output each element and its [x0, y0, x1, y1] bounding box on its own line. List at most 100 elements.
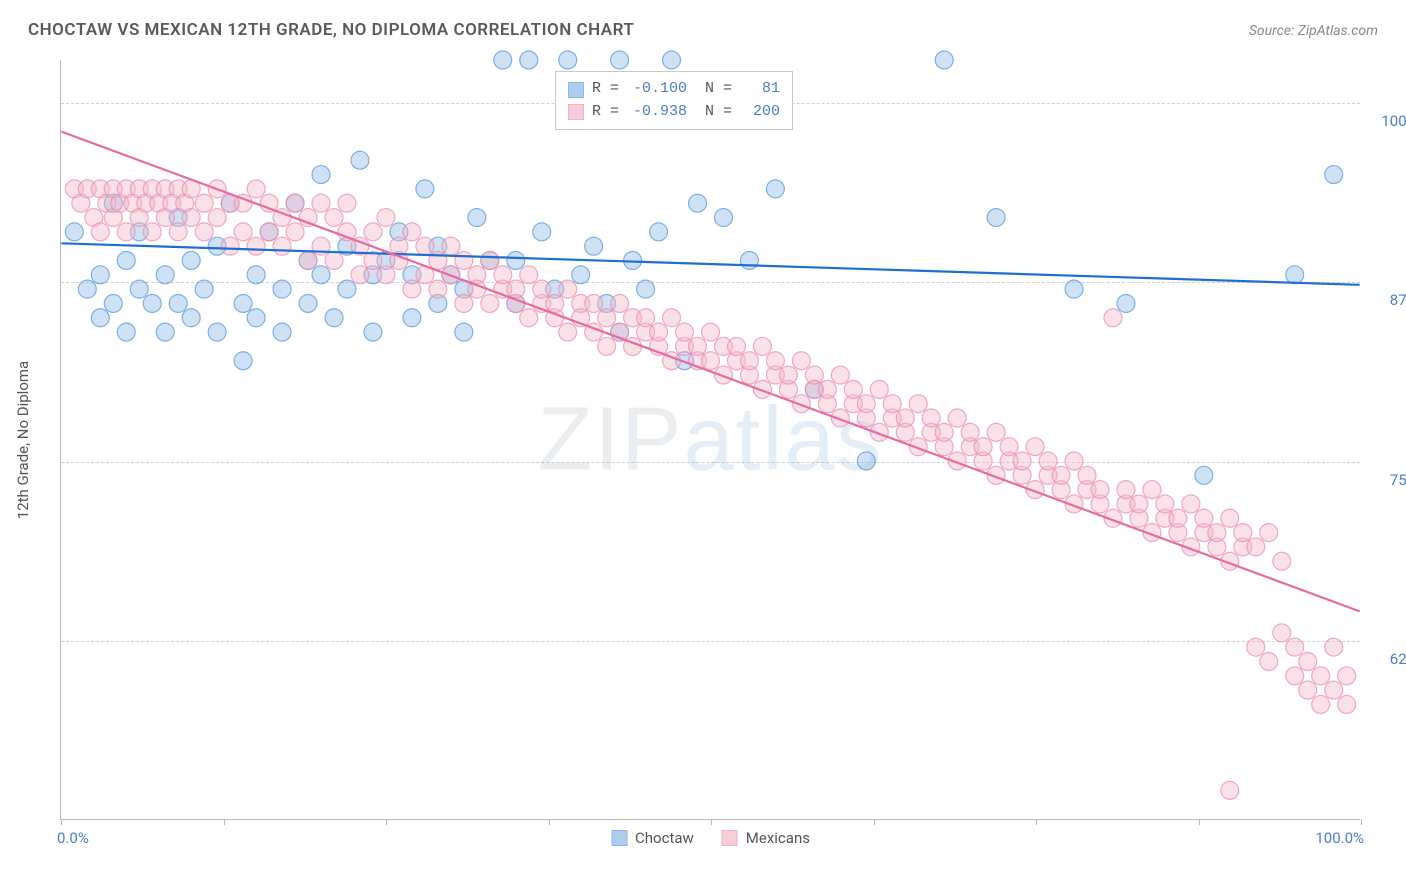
data-point — [325, 309, 343, 327]
data-point — [325, 209, 343, 227]
legend-label-mexicans: Mexicans — [746, 829, 810, 847]
data-point — [468, 209, 486, 227]
data-point — [247, 309, 265, 327]
data-point — [1065, 452, 1083, 470]
data-point — [585, 237, 603, 255]
legend-label-choctaw: Choctaw — [635, 829, 694, 847]
series-legend: Choctaw Mexicans — [611, 829, 810, 847]
data-point — [766, 180, 784, 198]
data-point — [1143, 481, 1161, 499]
data-point — [922, 409, 940, 427]
data-point — [169, 294, 187, 312]
data-point — [182, 309, 200, 327]
data-point — [481, 294, 499, 312]
data-point — [1169, 509, 1187, 527]
source-attribution: Source: ZipAtlas.com — [1249, 23, 1378, 39]
legend-swatch-mexicans — [722, 830, 738, 846]
data-point — [559, 51, 577, 69]
data-point — [1078, 466, 1096, 484]
data-point — [455, 294, 473, 312]
x-tick — [1361, 819, 1362, 825]
data-point — [1195, 509, 1213, 527]
data-point — [1312, 695, 1330, 713]
data-point — [1065, 280, 1083, 298]
correlation-legend-box: R =-0.100N =81R =-0.938N =200 — [555, 71, 793, 130]
data-point — [766, 352, 784, 370]
x-tick — [224, 819, 225, 825]
data-point — [481, 252, 499, 270]
data-point — [1260, 524, 1278, 542]
data-point — [182, 209, 200, 227]
data-point — [520, 309, 538, 327]
data-point — [1182, 495, 1200, 513]
x-tick — [874, 819, 875, 825]
data-point — [403, 223, 421, 241]
data-point — [416, 180, 434, 198]
data-point — [65, 223, 83, 241]
legend-n-value: 200 — [740, 101, 780, 124]
data-point — [546, 294, 564, 312]
data-point — [637, 280, 655, 298]
data-point — [1221, 509, 1239, 527]
data-point — [857, 395, 875, 413]
data-point — [663, 309, 681, 327]
data-point — [273, 280, 291, 298]
data-point — [299, 294, 317, 312]
data-point — [286, 223, 304, 241]
data-point — [1260, 652, 1278, 670]
data-point — [1026, 438, 1044, 456]
data-point — [935, 423, 953, 441]
data-point — [1208, 524, 1226, 542]
data-point — [260, 223, 278, 241]
data-point — [221, 237, 239, 255]
data-point — [273, 237, 291, 255]
data-point — [91, 266, 109, 284]
data-point — [572, 266, 590, 284]
data-point — [117, 223, 135, 241]
data-point — [312, 166, 330, 184]
data-point — [351, 266, 369, 284]
data-point — [520, 266, 538, 284]
data-point — [637, 309, 655, 327]
legend-correlation-row: R =-0.100N =81 — [568, 78, 780, 101]
legend-n-label: N = — [705, 101, 732, 124]
data-point — [1247, 638, 1265, 656]
data-point — [948, 409, 966, 427]
data-point — [1338, 667, 1356, 685]
data-point — [1117, 481, 1135, 499]
y-tick-label: 75.0% — [1370, 471, 1406, 489]
data-point — [857, 452, 875, 470]
data-point — [987, 423, 1005, 441]
data-point — [494, 51, 512, 69]
data-point — [273, 323, 291, 341]
data-point — [1273, 552, 1291, 570]
data-point — [1117, 294, 1135, 312]
data-point — [104, 294, 122, 312]
data-point — [156, 266, 174, 284]
regression-line — [61, 132, 1359, 612]
data-point — [1299, 652, 1317, 670]
data-point — [117, 252, 135, 270]
data-point — [312, 194, 330, 212]
data-point — [961, 423, 979, 441]
data-point — [714, 209, 732, 227]
data-point — [78, 280, 96, 298]
data-point — [234, 352, 252, 370]
data-point — [286, 194, 304, 212]
data-point — [416, 237, 434, 255]
data-point — [585, 294, 603, 312]
legend-r-label: R = — [592, 78, 619, 101]
data-point — [143, 223, 161, 241]
data-point — [299, 252, 317, 270]
data-point — [598, 309, 616, 327]
x-tick — [61, 819, 62, 825]
data-point — [429, 280, 447, 298]
data-point — [1221, 781, 1239, 799]
data-point — [702, 323, 720, 341]
scatter-plot-svg — [61, 60, 1360, 819]
data-point — [195, 194, 213, 212]
data-point — [1286, 667, 1304, 685]
data-point — [559, 280, 577, 298]
data-point — [247, 180, 265, 198]
data-point — [1052, 466, 1070, 484]
